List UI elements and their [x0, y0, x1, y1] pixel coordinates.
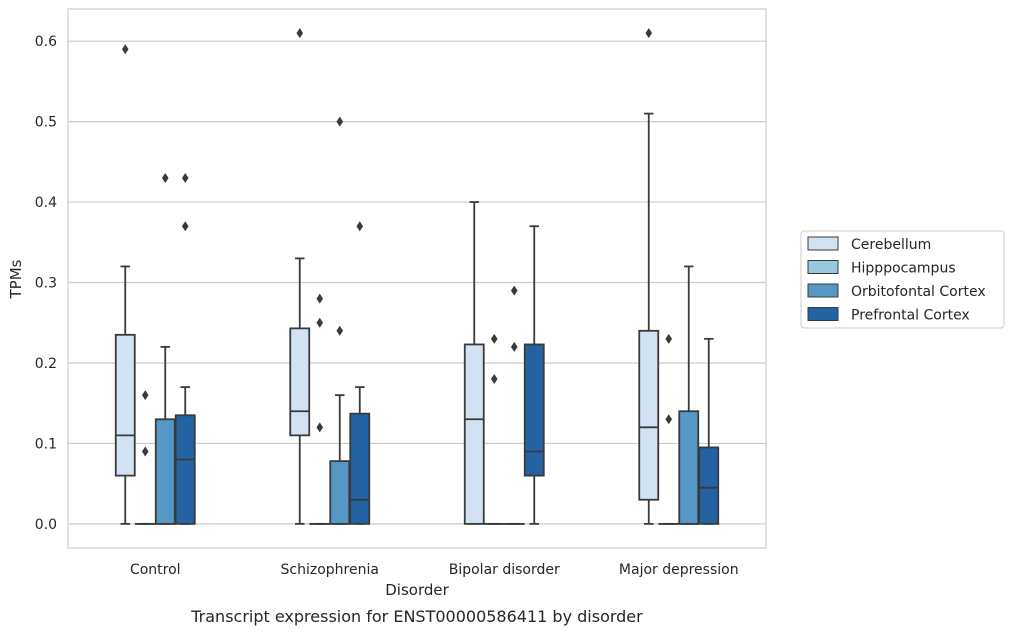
outlier-point: [141, 390, 149, 401]
outlier-point: [161, 172, 169, 183]
legend-swatch: [807, 307, 839, 321]
x-tick-label: Control: [130, 562, 181, 578]
box-prefrontal-cortex: [523, 225, 545, 525]
outlier-point: [181, 221, 189, 232]
y-tick-label: 0.6: [35, 34, 57, 50]
box-prefrontal-cortex: [349, 221, 371, 525]
y-tick-label: 0.3: [35, 276, 57, 292]
outlier-point: [296, 28, 304, 39]
box-hipppocampus: [309, 293, 331, 525]
x-tick-label: Major depression: [619, 562, 739, 578]
box-body: [329, 460, 351, 525]
y-tick-label: 0.2: [35, 356, 57, 372]
box-layer: [114, 28, 720, 525]
box-cerebellum: [114, 44, 136, 525]
box-body: [523, 343, 545, 477]
outlier-point: [510, 285, 518, 296]
outlier-point: [316, 422, 324, 433]
box-body: [349, 412, 371, 525]
legend-label: Hipppocampus: [851, 261, 956, 277]
outlier-point: [645, 28, 653, 39]
chart-caption: Transcript expression for ENST0000058641…: [190, 607, 643, 626]
box-prefrontal-cortex: [174, 172, 196, 525]
box-hipppocampus: [658, 333, 680, 525]
y-tick-label: 0.4: [35, 195, 57, 211]
legend-swatch: [807, 236, 839, 251]
box-orbitofontal-cortex: [503, 285, 525, 525]
x-axis-label: Disorder: [385, 581, 449, 599]
legend-label: Prefrontal Cortex: [851, 308, 970, 324]
box-cerebellum: [289, 28, 311, 525]
box-hipppocampus: [483, 333, 505, 525]
box-body: [174, 414, 196, 525]
outlier-point: [665, 414, 673, 425]
outlier-point: [665, 333, 673, 344]
outlier-point: [121, 44, 129, 55]
box-body: [154, 418, 176, 525]
x-tick-labels: Control Schizophrenia Bipolar disorder Majo…: [130, 562, 739, 578]
legend: Cerebellum Hipppocampus Orbitofontal Corte…: [800, 230, 1005, 329]
outlier-point: [510, 341, 518, 352]
legend-label: Cerebellum: [851, 237, 931, 253]
box-orbitofontal-cortex: [678, 265, 700, 525]
box-cerebellum: [463, 201, 485, 525]
outlier-point: [356, 221, 364, 232]
outlier-point: [316, 293, 324, 304]
outlier-point: [490, 374, 498, 385]
outlier-point: [141, 446, 149, 457]
box-body: [638, 329, 660, 501]
outlier-point: [316, 317, 324, 328]
outlier-point: [336, 325, 344, 336]
outlier-point: [336, 116, 344, 127]
legend-swatch: [807, 260, 839, 274]
y-tick-labels: 0.0 0.1 0.2 0.3 0.4 0.5 0.6: [35, 34, 57, 533]
legend-swatch: [807, 283, 839, 298]
box-body: [289, 327, 311, 437]
y-axis-label: TPMs: [7, 259, 25, 299]
y-tick-label: 0.5: [35, 115, 57, 131]
box-body: [463, 343, 485, 525]
x-tick-label: Bipolar disorder: [449, 562, 560, 578]
x-tick-label: Schizophrenia: [281, 562, 379, 578]
box-body: [698, 446, 720, 525]
legend-frame: [800, 230, 1005, 329]
outlier-point: [181, 172, 189, 183]
box-orbitofontal-cortex: [154, 172, 176, 525]
box-hipppocampus: [134, 390, 156, 525]
y-tick-label: 0.0: [35, 517, 57, 533]
outlier-point: [490, 333, 498, 344]
legend-label: Orbitofontal Cortex: [851, 284, 986, 300]
box-cerebellum: [638, 28, 660, 525]
box-orbitofontal-cortex: [329, 116, 351, 525]
plot-frame: [67, 8, 767, 549]
box-prefrontal-cortex: [698, 337, 720, 525]
y-tick-label: 0.1: [35, 436, 57, 452]
box-body: [114, 333, 136, 477]
box-body: [678, 410, 700, 525]
